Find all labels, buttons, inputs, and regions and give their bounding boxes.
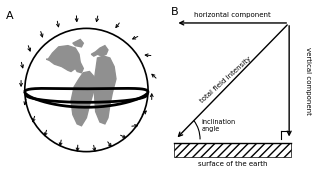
Text: vertical component: vertical component	[305, 47, 311, 115]
Polygon shape	[75, 62, 83, 73]
Bar	[174, 143, 291, 157]
Text: inclination
angle: inclination angle	[202, 119, 236, 132]
Polygon shape	[91, 46, 108, 56]
Circle shape	[25, 28, 148, 152]
Polygon shape	[94, 56, 116, 124]
Text: surface of the earth: surface of the earth	[197, 161, 267, 166]
Text: B: B	[171, 7, 179, 17]
Text: horizontal component: horizontal component	[194, 12, 271, 18]
Polygon shape	[73, 39, 83, 47]
Text: total field intensity: total field intensity	[199, 55, 253, 104]
Text: A: A	[6, 11, 14, 21]
Polygon shape	[46, 46, 80, 71]
Polygon shape	[71, 71, 96, 126]
